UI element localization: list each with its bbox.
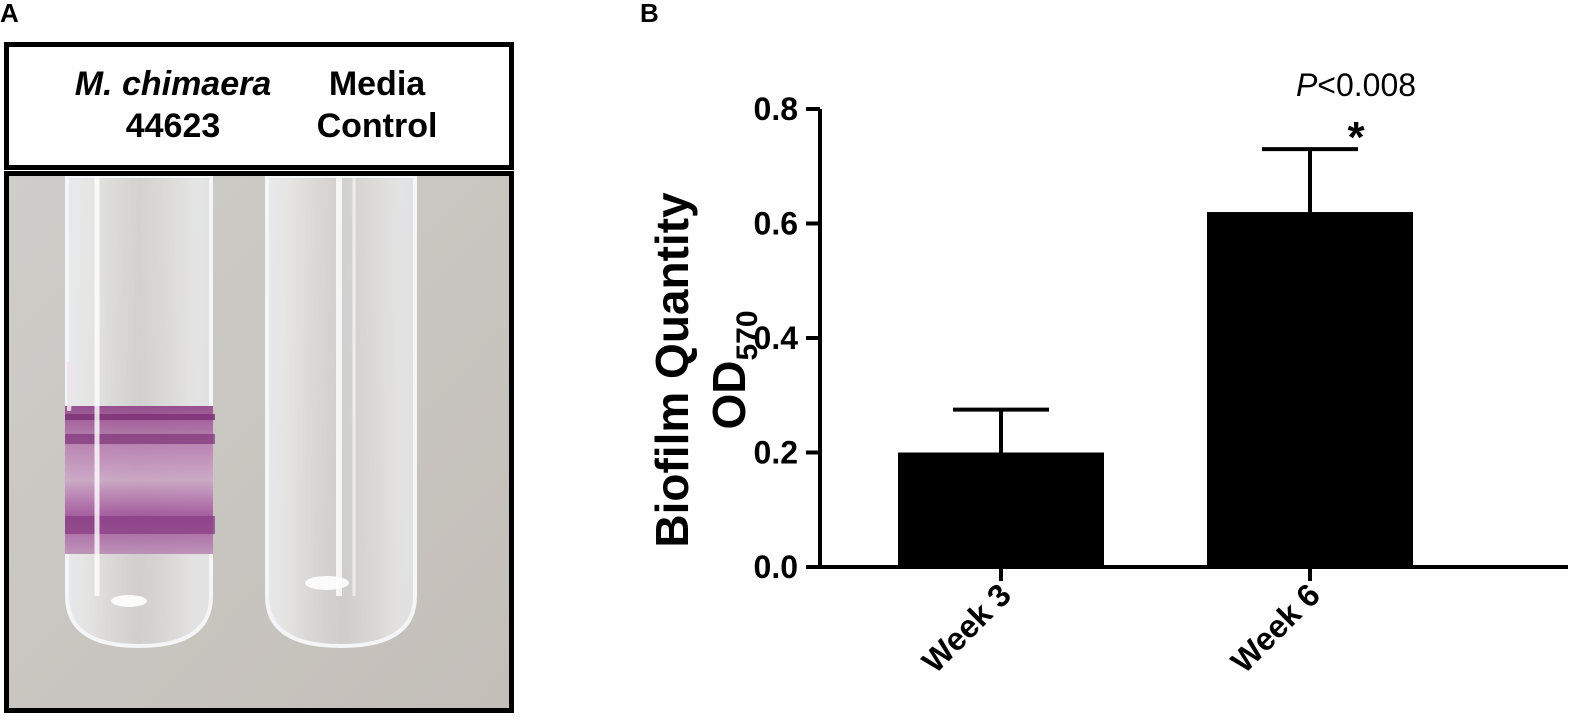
y-axis-unit: OD570 [703,310,764,429]
p-value-italic: P [1296,67,1318,103]
tube-photo [4,171,514,713]
p-value-annotation: P<0.008 [1296,67,1416,103]
tube2-line2-label: Control [316,107,438,145]
tube2-label: Media Control [297,63,457,147]
y-tick-label: 0.4 [754,320,799,356]
panel-b-letter: B [640,0,659,28]
significance-star: * [1347,113,1365,162]
y-axis-unit-sub: 570 [731,310,764,360]
tube2-line1-label: Media [328,65,426,103]
x-tick-label: Week 3 [915,576,1018,679]
y-tick-label: 0.2 [754,435,798,471]
y-tick-label: 0.0 [754,549,798,585]
bar [898,452,1104,567]
y-tick-label: 0.6 [754,206,798,242]
bar [1207,212,1413,568]
y-tick-label: 0.8 [754,91,798,127]
tube1-strain-label: 44623 [125,107,221,145]
p-value-rest: <0.008 [1317,67,1416,103]
y-axis-title: Biofilm Quantity [646,192,698,548]
x-tick-label: Week 6 [1224,576,1327,679]
tube1-label: M. chimaera 44623 [53,63,293,147]
tube-label-box: M. chimaera 44623 Media Control [4,42,514,170]
tube1-species-label: M. chimaera [74,65,272,103]
tube-photo-illustration [9,176,509,708]
panel-a-letter: A [0,0,19,28]
bar-chart: Biofilm Quantity OD570 0.0 0.2 0.4 0.6 0.8 We… [646,67,1568,680]
plot-area: 0.0 0.2 0.4 0.6 0.8 Week 3 Week 6 [754,91,1568,680]
y-axis-unit-main: OD [703,361,755,430]
